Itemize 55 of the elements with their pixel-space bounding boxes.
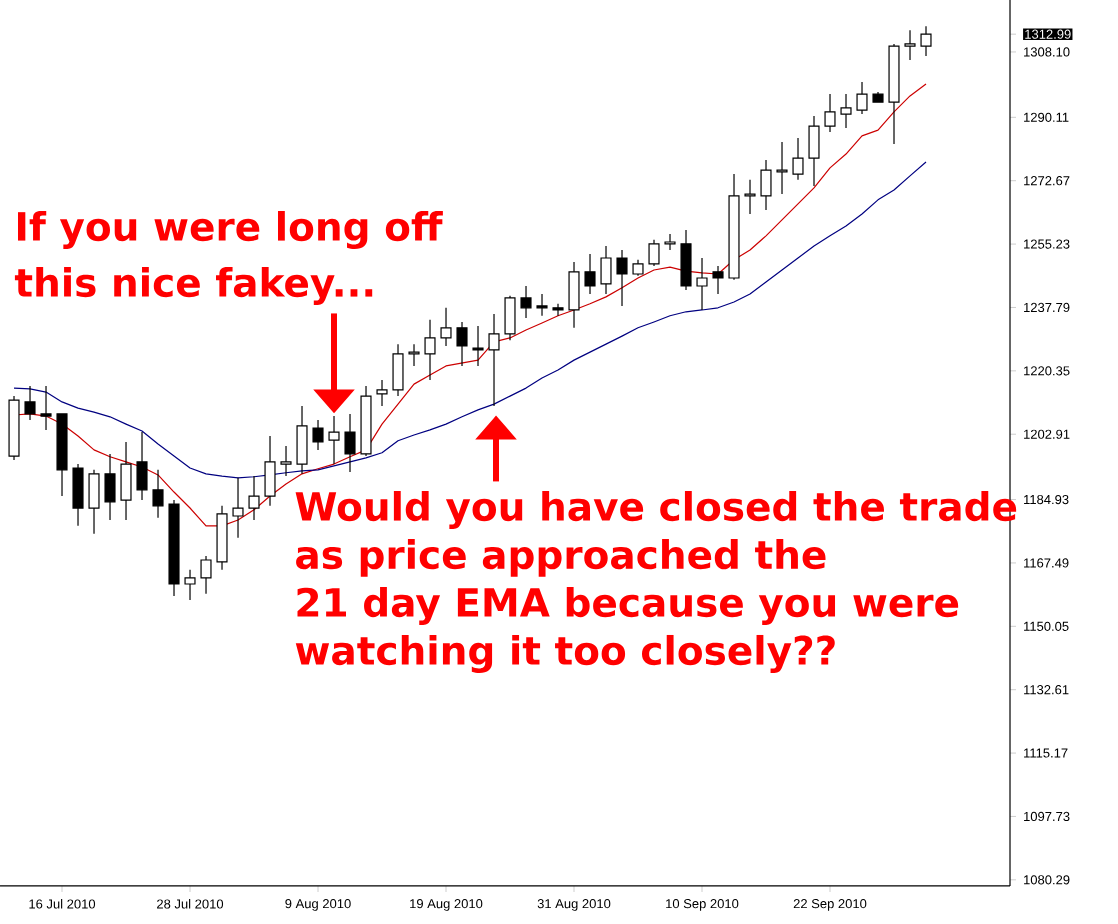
candlestick [904,29,916,61]
candlestick [488,313,500,407]
candlestick [216,505,228,571]
candlestick [456,321,468,367]
candlestick [696,257,708,311]
candlestick [136,431,148,501]
candlestick [264,435,276,507]
candlestick [840,93,852,129]
candlestick [88,469,100,535]
candlestick [72,463,84,527]
candlestick [152,469,164,519]
candlestick [920,25,932,57]
candlestick [600,245,612,295]
candlestick [744,179,756,215]
annotation: as price approached the [296,539,826,577]
candlestick [232,477,244,539]
candlestick [424,319,436,381]
candlestick [440,307,452,347]
candlestick [24,385,36,421]
candlestick [648,239,660,267]
candlestick [296,405,308,475]
candlestick [40,385,52,431]
candlestick [504,295,516,341]
candlestick [344,413,356,473]
candlestick [680,229,692,291]
candlestick [280,445,292,477]
candlestick [312,419,324,451]
candlestick [552,303,564,317]
candlestick [472,325,484,367]
candlestick [184,569,196,601]
candlestick [408,343,420,367]
annotation: watching it too closely?? [295,634,835,673]
candlestick [568,261,580,329]
candlestick [120,441,132,521]
candlestick [712,265,724,295]
candlestick [856,81,868,115]
candlestick [520,285,532,319]
candlestick [248,475,260,521]
candlestick [776,141,788,195]
candlestick [616,249,628,307]
candlestick [808,115,820,187]
annotation: this nice fakey... [14,266,373,305]
candlestick [392,343,404,397]
annotation: 21 day EMA because you were [297,586,959,625]
candlestick [824,93,836,133]
candlestick [664,233,676,251]
candlestick [760,159,772,211]
annotation: If you were long off [17,210,443,249]
candlestick [792,137,804,181]
candlestick [200,555,212,595]
candlestick [584,253,596,295]
candlestick [328,415,340,465]
candlestick [376,379,388,407]
candlestick [104,453,116,521]
candlestick [536,293,548,317]
